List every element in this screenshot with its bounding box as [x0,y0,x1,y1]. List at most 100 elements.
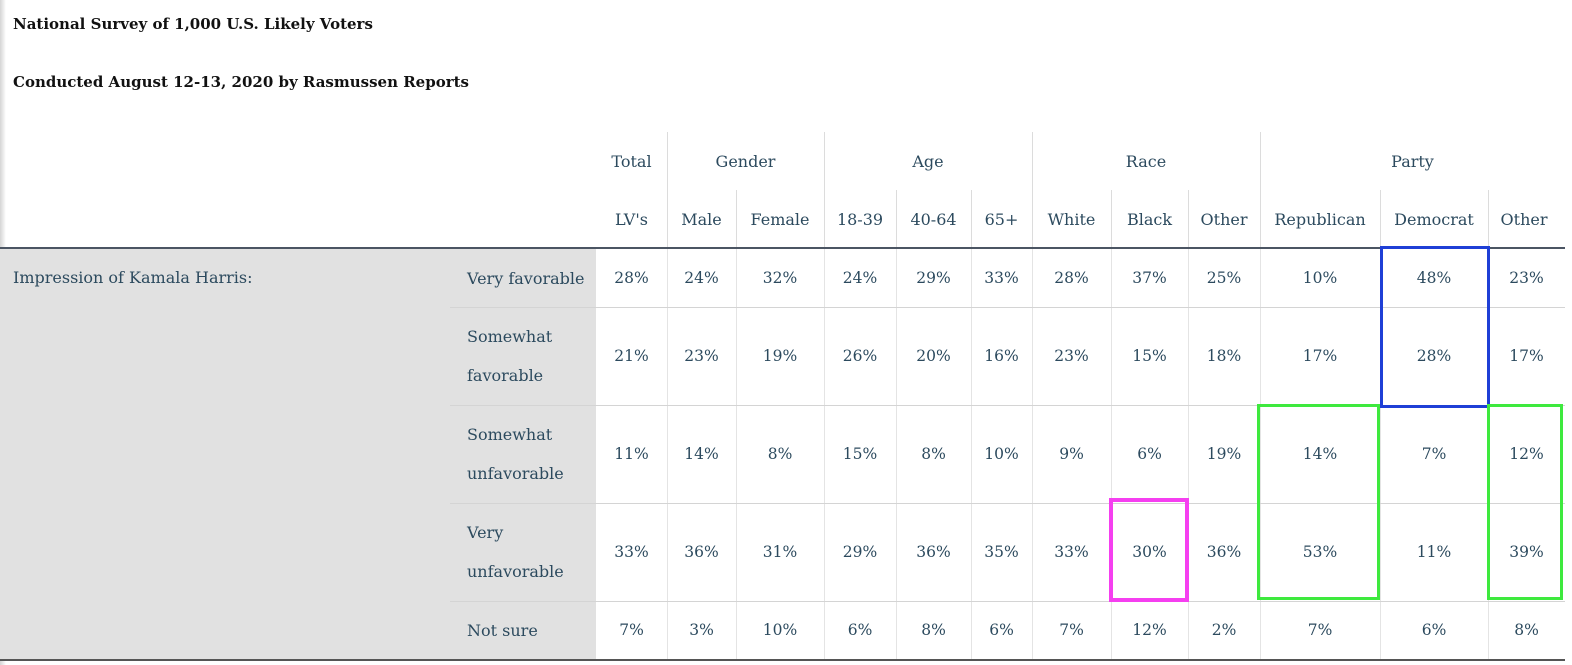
column-gridline [1032,249,1033,661]
table-cell: 36% [684,543,719,561]
table-cell: 10% [1302,269,1338,287]
question-topic: Impression of Kamala Harris: [13,268,253,287]
table-cell: 19% [1206,445,1242,463]
header-rule [0,247,1565,249]
row-gridline [450,601,1565,602]
row-label-line: Somewhat [467,425,553,444]
column-gridline [896,249,897,661]
table-cell: 36% [916,543,951,561]
column-header: 65+ [984,210,1019,229]
highlight-box-blue [1380,246,1490,408]
column-divider [736,190,737,248]
group-header-total: Total [611,152,652,171]
table-cell: 26% [842,347,878,365]
column-header: 18-39 [836,210,884,229]
column-gridline [971,249,972,661]
table-cell: 12% [1132,621,1167,639]
table-cell: 31% [762,543,798,561]
column-gridline [824,249,825,661]
group-header-race: Race [1125,152,1167,171]
column-header: Other [1500,210,1548,229]
row-gridline [450,405,1565,406]
column-divider [971,190,972,248]
table-cell: 10% [762,621,798,639]
column-divider [896,190,897,248]
column-header: 40-64 [910,210,957,229]
table-cell: 7% [1059,621,1084,639]
table-cell: 19% [762,347,798,365]
table-cell: 33% [614,543,649,561]
table-cell: 3% [689,621,714,639]
column-divider [1188,190,1189,248]
column-gridline [1111,249,1112,661]
table-cell: 37% [1132,269,1167,287]
column-gridline [1380,249,1381,661]
table-cell: 6% [989,621,1014,639]
column-gridline [1188,249,1189,661]
table-cell: 20% [916,347,951,365]
table-cell: 2% [1211,621,1237,639]
row-label-line: unfavorable [467,562,564,581]
table-cell: 17% [1509,347,1544,365]
survey-title: National Survey of 1,000 U.S. Likely Vot… [13,15,373,33]
table-cell: 35% [984,543,1019,561]
table-cell: 18% [1206,347,1242,365]
table-cell: 23% [1054,347,1089,365]
column-header: Black [1126,210,1173,229]
table-cell: 8% [921,445,946,463]
table-cell: 6% [1421,621,1447,639]
table-cell: 24% [842,269,878,287]
table-cell: 7% [1307,621,1333,639]
table-cell: 8% [921,621,946,639]
column-gridline [667,249,668,661]
table-cell: 28% [1416,347,1452,365]
table-cell: 39% [1509,543,1544,561]
table-cell: 11% [1416,543,1452,561]
row-label: Not sure [467,611,538,650]
table-cell: 23% [1509,269,1544,287]
row-label-line: Very [467,523,504,542]
column-header: Male [681,210,722,229]
column-header: LV's [615,210,648,229]
table-cell: 8% [767,445,793,463]
table-cell: 36% [1206,543,1242,561]
highlight-box-green-republican [1257,404,1380,600]
table-cell: 30% [1132,543,1167,561]
table-cell: 29% [842,543,878,561]
table-cell: 15% [842,445,878,463]
table-cell: 15% [1132,347,1167,365]
table-cell: 9% [1059,445,1084,463]
survey-subtitle: Conducted August 12-13, 2020 by Rasmusse… [13,73,469,91]
column-gridline [1260,249,1261,661]
column-header: White [1047,210,1096,229]
table-cell: 14% [684,445,719,463]
table-cell: 48% [1416,269,1452,287]
row-gridline [450,503,1565,504]
table-cell: 28% [1054,269,1089,287]
table-cell: 7% [1421,445,1447,463]
table-cell: 17% [1302,347,1338,365]
column-gridline [736,249,737,661]
column-divider [1380,190,1381,248]
table-cell: 53% [1302,543,1338,561]
table-cell: 14% [1302,445,1338,463]
table-cell: 23% [684,347,719,365]
table-cell: 24% [684,269,719,287]
group-header-party: Party [1391,152,1434,171]
table-cell: 25% [1206,269,1242,287]
table-cell: 16% [984,347,1019,365]
group-divider [667,132,668,248]
table-cell: 32% [762,269,798,287]
row-label-line: Somewhat [467,327,553,346]
table-cell: 12% [1509,445,1544,463]
row-label: Very unfavorable [467,513,564,591]
row-gridline [450,307,1565,308]
row-label-line: Very favorable [467,268,585,288]
table-cell: 8% [1514,621,1539,639]
table-cell: 6% [1137,445,1162,463]
column-header: Female [750,210,810,229]
column-divider [1111,190,1112,248]
table-cell: 33% [984,269,1019,287]
column-header: Republican [1274,210,1366,229]
row-label: Somewhat favorable [467,317,552,395]
